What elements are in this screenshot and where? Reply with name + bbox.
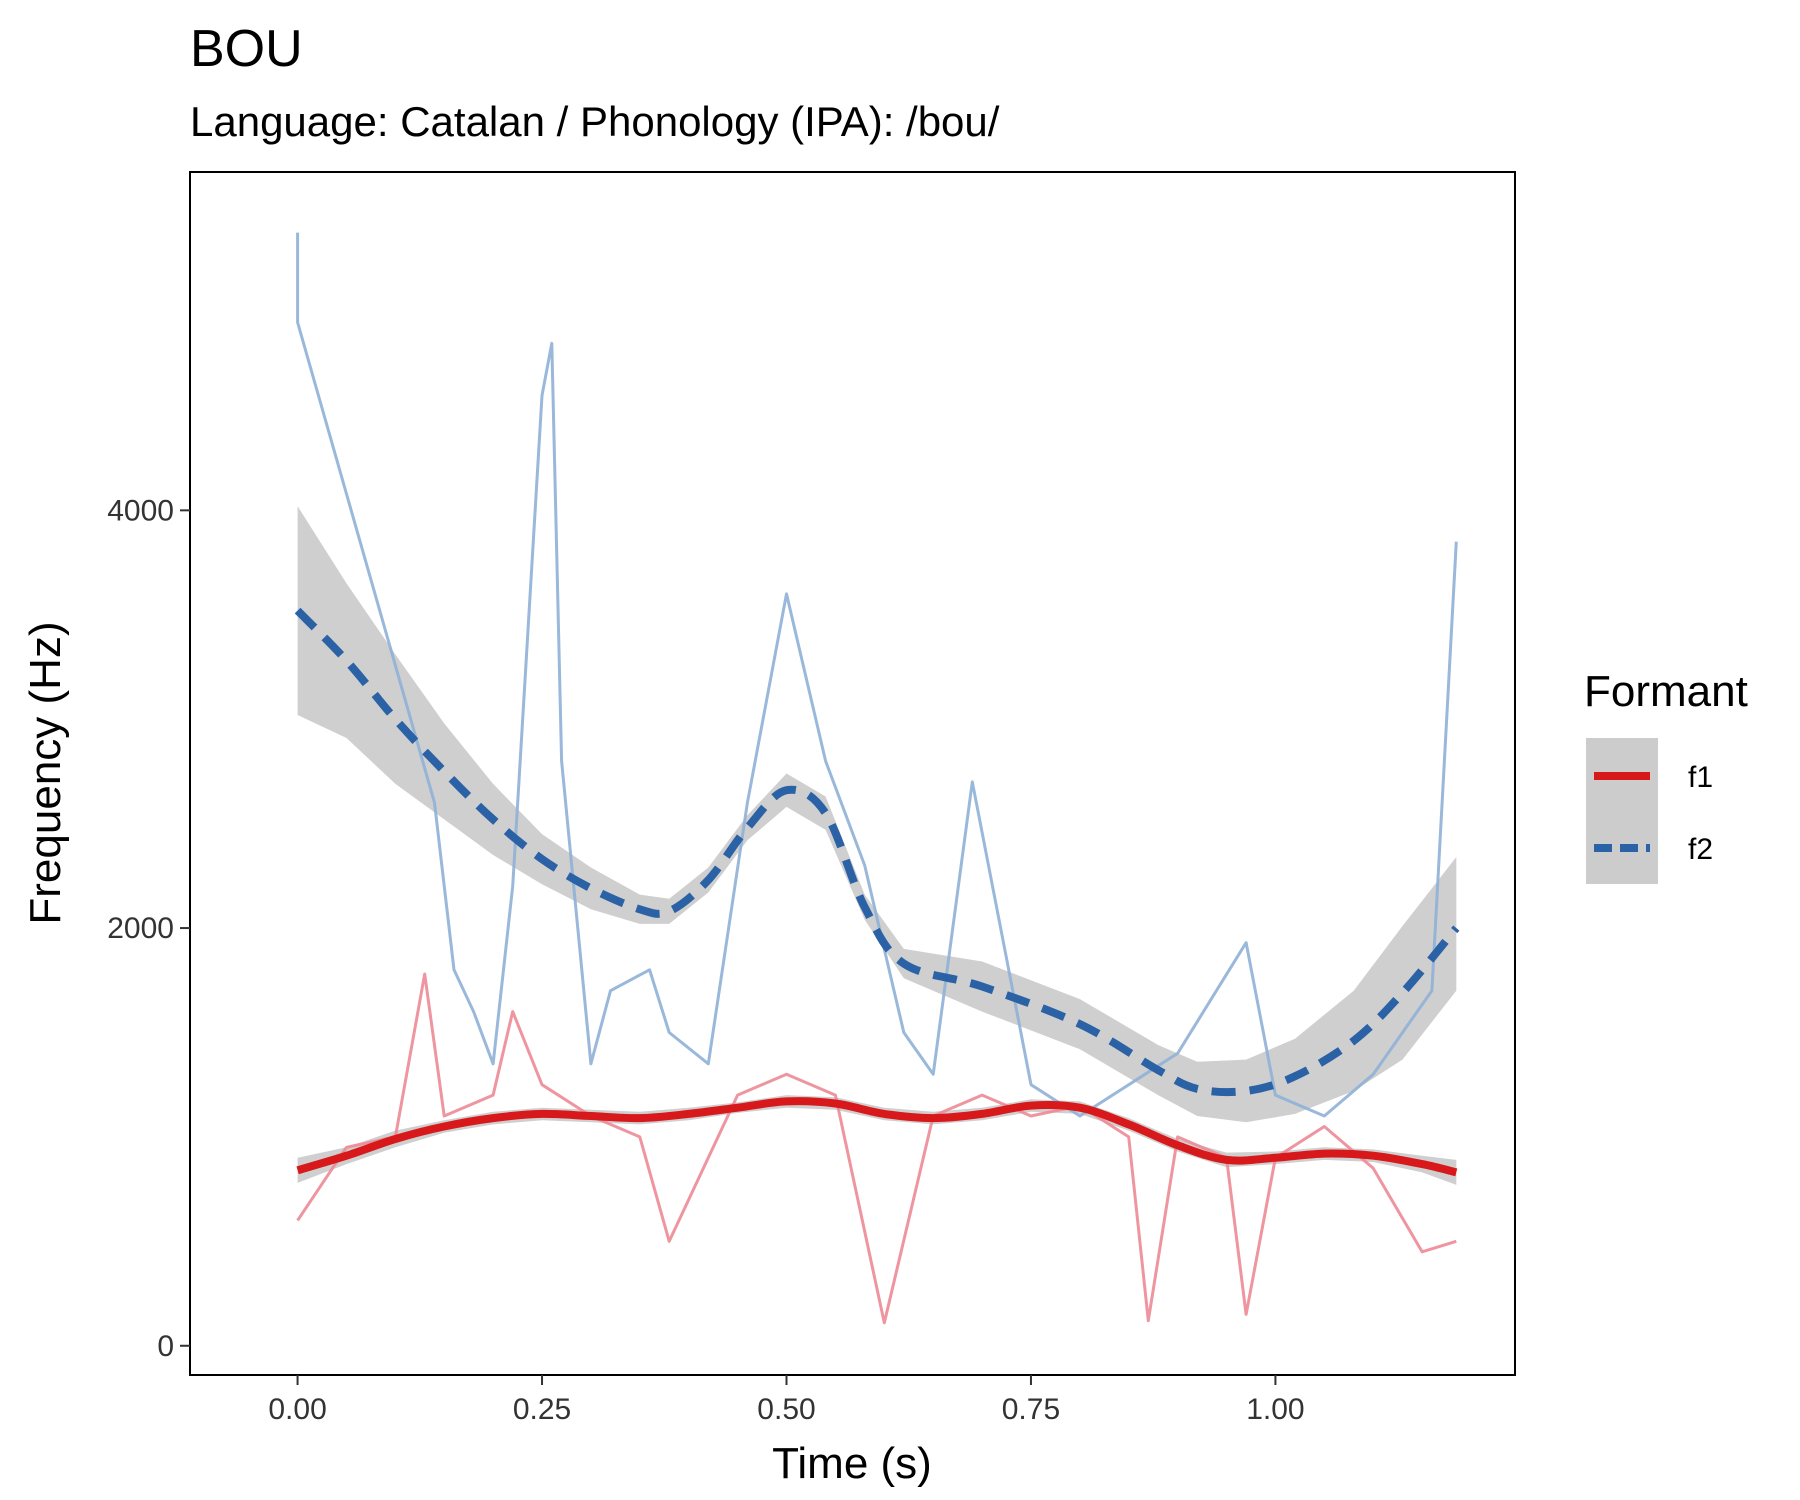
x-axis-ticks: 0.00 0.25 0.50 0.75 1.00 bbox=[268, 1375, 1305, 1426]
x-axis-title: Time (s) bbox=[772, 1439, 932, 1488]
legend-label-f1: f1 bbox=[1688, 761, 1713, 794]
y-tick-label: 0 bbox=[157, 1330, 174, 1363]
y-axis-title: Frequency (Hz) bbox=[21, 621, 70, 924]
y-axis-ticks: 0 2000 4000 bbox=[107, 494, 190, 1363]
raw-formant-traces bbox=[296, 232, 1458, 1325]
x-tick-label: 1.00 bbox=[1246, 1393, 1304, 1426]
plot-panel-border bbox=[189, 171, 1516, 1376]
x-tick-label: 0.75 bbox=[1002, 1393, 1060, 1426]
x-tick-label: 0.25 bbox=[513, 1393, 571, 1426]
legend-label-f2: f2 bbox=[1688, 833, 1713, 866]
raw-trace-f1 bbox=[296, 972, 1457, 1325]
smooth-line-f2 bbox=[294, 607, 1460, 1097]
legend-title: Formant bbox=[1584, 667, 1748, 716]
ci-ribbon-f2 bbox=[297, 506, 1457, 1123]
smooth-line-f1 bbox=[296, 1097, 1458, 1177]
legend: Formant f1 f2 bbox=[1584, 667, 1748, 884]
raw-trace-f2 bbox=[296, 232, 1458, 1118]
smooth-formant-lines bbox=[294, 607, 1460, 1177]
chart-title: BOU bbox=[190, 20, 303, 78]
y-tick-label: 4000 bbox=[107, 494, 174, 527]
chart-subtitle: Language: Catalan / Phonology (IPA): /bo… bbox=[190, 98, 1000, 145]
y-tick-label: 2000 bbox=[107, 912, 174, 945]
x-tick-label: 0.00 bbox=[268, 1393, 326, 1426]
x-tick-label: 0.50 bbox=[757, 1393, 815, 1426]
legend-key-background bbox=[1586, 738, 1658, 884]
